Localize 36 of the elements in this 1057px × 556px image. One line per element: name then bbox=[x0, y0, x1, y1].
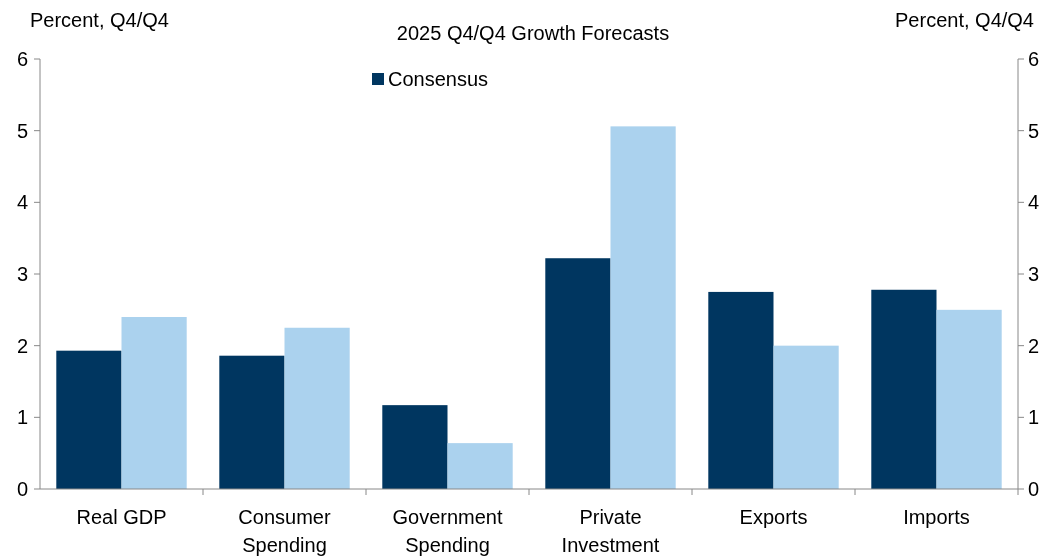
bar bbox=[936, 309, 1002, 489]
y-axis-title: Percent, Q4/Q4 bbox=[30, 9, 169, 31]
y2-tick-label: 1 bbox=[1028, 406, 1040, 429]
chart-title: 2025 Q4/Q4 Growth Forecasts bbox=[396, 22, 670, 44]
bar bbox=[773, 345, 839, 489]
x-tick-label: Exports bbox=[739, 506, 808, 528]
bar bbox=[871, 289, 937, 489]
y-tick-label: 3 bbox=[16, 263, 28, 285]
y-tick-label: 6 bbox=[16, 48, 28, 70]
y-tick-label: 2 bbox=[16, 334, 28, 357]
x-tick-label: Consumer Spending bbox=[238, 506, 331, 556]
y2-tick-label: 5 bbox=[1028, 119, 1040, 142]
bar bbox=[447, 443, 513, 489]
legend-label: Consensus bbox=[388, 68, 489, 90]
y-tick-label: 1 bbox=[16, 406, 28, 429]
x-tick-label: Imports bbox=[903, 506, 970, 528]
bar bbox=[219, 355, 285, 489]
y2-tick-label: 0 bbox=[1028, 478, 1040, 500]
y2-axis-title: Percent, Q4/Q4 bbox=[895, 9, 1034, 31]
x-tick-label: Private Investment bbox=[561, 506, 660, 556]
y2-tick-label: 2 bbox=[1028, 334, 1040, 357]
bar bbox=[382, 405, 448, 489]
y-tick-label: 5 bbox=[16, 119, 28, 142]
bar bbox=[545, 258, 611, 489]
y2-tick-label: 4 bbox=[1028, 191, 1040, 214]
bar bbox=[284, 327, 350, 489]
y2-tick-label: 6 bbox=[1028, 48, 1040, 70]
y-tick-label: 4 bbox=[16, 191, 28, 214]
bar bbox=[708, 291, 774, 489]
x-tick-label: Government Spending bbox=[392, 506, 503, 556]
y2-tick-label: 3 bbox=[1028, 263, 1040, 285]
bar bbox=[610, 126, 676, 489]
bar bbox=[56, 350, 122, 489]
x-tick-label: Real GDP bbox=[76, 506, 167, 528]
y-tick-label: 0 bbox=[16, 478, 28, 500]
bar bbox=[121, 317, 187, 489]
